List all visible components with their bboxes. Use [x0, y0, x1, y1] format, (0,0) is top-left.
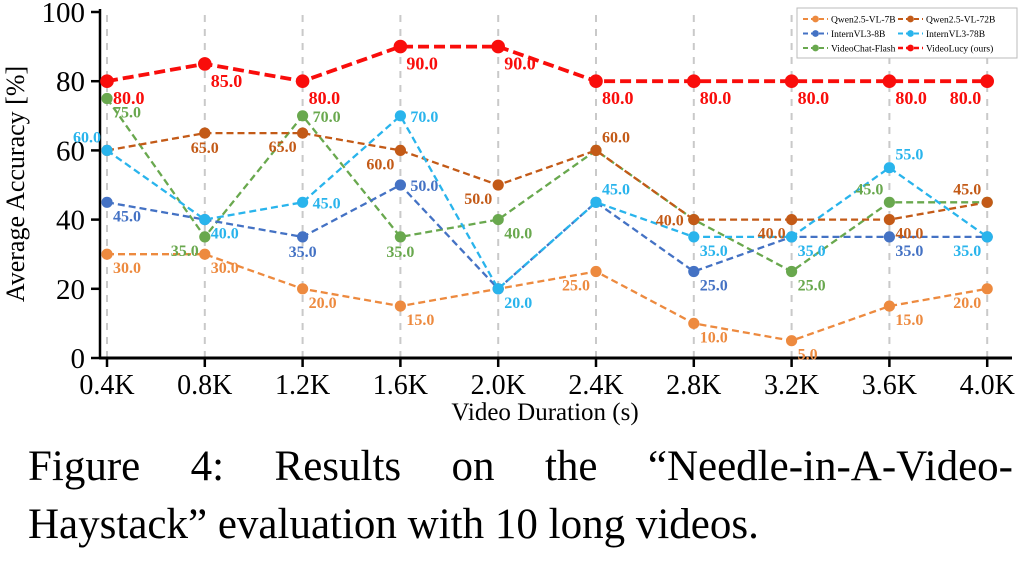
- legend-item-internvl3-78b: InternVL3-78B: [898, 30, 985, 40]
- data-labels: 75.035.070.035.040.025.045.030.0 30.020.0…: [73, 54, 981, 364]
- svg-text:35.0: 35.0: [700, 243, 728, 260]
- y-axis-title: Average Accuracy [%]: [1, 66, 30, 302]
- svg-text:40.0: 40.0: [895, 226, 923, 243]
- svg-text:2.8K: 2.8K: [666, 370, 721, 401]
- series-qwen2-5-vl-72b: [101, 127, 993, 226]
- series-qwen2-5-vl-7b: [101, 248, 993, 347]
- svg-text:100: 100: [42, 0, 86, 29]
- svg-text:45.0: 45.0: [855, 181, 883, 198]
- svg-text:5.0: 5.0: [798, 347, 818, 364]
- series-internvl3-78b: [101, 110, 993, 295]
- svg-text:0.4K: 0.4K: [79, 370, 134, 401]
- svg-text:50.0: 50.0: [464, 191, 492, 208]
- svg-text:10.0: 10.0: [700, 329, 728, 346]
- svg-text:55.0: 55.0: [895, 147, 923, 164]
- series-videolucy-ours-: [100, 39, 994, 88]
- svg-text:2.0K: 2.0K: [471, 370, 526, 401]
- svg-text:80.0: 80.0: [309, 88, 341, 108]
- svg-text:35.0: 35.0: [895, 243, 923, 260]
- figure-chart: 0 20 40 60 80 100 Average Accuracy [%] 0.4K 0.8K…: [1, 0, 1018, 426]
- svg-text:80.0: 80.0: [798, 88, 830, 108]
- svg-text:40.0: 40.0: [211, 226, 239, 243]
- legend-item-videochat-flash: VideoChat-Flash: [803, 45, 896, 55]
- legend-item-qwen2-5-vl-72b: Qwen2.5-VL-72B: [898, 16, 995, 26]
- svg-text:90.0: 90.0: [504, 54, 536, 74]
- svg-text:0.8K: 0.8K: [177, 370, 232, 401]
- svg-text:60: 60: [56, 135, 85, 167]
- svg-text:35.0: 35.0: [953, 243, 981, 260]
- caption-line-2: Haystack” evaluation with 10 long videos…: [28, 501, 759, 548]
- svg-text:3.6K: 3.6K: [862, 370, 917, 401]
- svg-text:Qwen2.5-VL-7B: Qwen2.5-VL-7B: [831, 16, 896, 26]
- caption-line-1: Figure 4: Results on the “Needle-in-A-Vi…: [28, 443, 1013, 490]
- svg-text:80.0: 80.0: [700, 88, 732, 108]
- svg-text:1.2K: 1.2K: [275, 370, 330, 401]
- svg-text:40.0: 40.0: [656, 213, 684, 230]
- figure-caption: Figure 4: Results on the “Needle-in-A-Vi…: [28, 438, 1013, 554]
- svg-text:3.2K: 3.2K: [764, 370, 819, 401]
- svg-text:80.0: 80.0: [602, 88, 634, 108]
- svg-text:45.0: 45.0: [602, 181, 630, 198]
- x-axis-title: Video Duration (s): [451, 399, 638, 426]
- svg-text:30.0: 30.0: [211, 260, 239, 277]
- svg-text:60.0: 60.0: [366, 156, 394, 173]
- svg-text:45.0: 45.0: [313, 195, 341, 212]
- svg-text:45.0: 45.0: [953, 181, 981, 198]
- svg-text:Qwen2.5-VL-72B: Qwen2.5-VL-72B: [926, 16, 995, 26]
- svg-text:15.0: 15.0: [406, 312, 434, 329]
- svg-text:80.0: 80.0: [113, 88, 145, 108]
- svg-text:30.0: 30.0: [113, 260, 141, 277]
- svg-text:70.0: 70.0: [313, 109, 341, 126]
- svg-text:15.0: 15.0: [895, 312, 923, 329]
- svg-text:4.0K: 4.0K: [960, 370, 1015, 401]
- svg-text:35.0: 35.0: [798, 243, 826, 260]
- svg-text:85.0: 85.0: [211, 71, 243, 91]
- svg-text:35.0: 35.0: [386, 244, 414, 261]
- svg-text:80: 80: [56, 66, 85, 98]
- svg-text:2.4K: 2.4K: [568, 370, 623, 401]
- svg-text:65.0: 65.0: [191, 140, 219, 157]
- svg-text:25.0: 25.0: [700, 278, 728, 295]
- svg-text:80.0: 80.0: [895, 88, 927, 108]
- svg-text:InternVL3-8B: InternVL3-8B: [831, 30, 885, 40]
- line-chart-svg: 0 20 40 60 80 100 Average Accuracy [%] 0.4K 0.8K…: [1, 0, 1018, 426]
- svg-text:35.0: 35.0: [289, 244, 317, 261]
- svg-text:80.0: 80.0: [950, 88, 982, 108]
- svg-text:70.0: 70.0: [410, 109, 438, 126]
- svg-text:VideoChat-Flash: VideoChat-Flash: [831, 45, 896, 55]
- svg-text:25.0: 25.0: [562, 278, 590, 295]
- svg-text:0: 0: [71, 343, 86, 375]
- svg-text:20.0: 20.0: [504, 295, 532, 312]
- svg-text:60.0: 60.0: [602, 129, 630, 146]
- axes: [98, 9, 1012, 360]
- svg-text:20.0: 20.0: [309, 295, 337, 312]
- svg-text:45.0: 45.0: [113, 208, 141, 225]
- y-axis: 0 20 40 60 80 100 Average Accuracy [%]: [1, 0, 100, 375]
- svg-text:VideoLucy (ours): VideoLucy (ours): [926, 44, 993, 55]
- svg-text:50.0: 50.0: [410, 178, 438, 195]
- svg-text:20: 20: [56, 274, 85, 306]
- legend-item-qwen2-5-vl-7b: Qwen2.5-VL-7B: [803, 16, 896, 26]
- svg-text:75.0: 75.0: [113, 105, 141, 122]
- svg-text:40: 40: [56, 205, 85, 237]
- legend-item-videolucy-ours-: VideoLucy (ours): [898, 44, 993, 55]
- svg-text:40.0: 40.0: [758, 226, 786, 243]
- svg-text:25.0: 25.0: [798, 278, 826, 295]
- svg-text:40.0: 40.0: [504, 226, 532, 243]
- legend: Qwen2.5-VL-7B Qwen2.5-VL-72B InternVL3-8B I…: [796, 7, 1018, 59]
- x-axis: 0.4K 0.8K 1.2K 1.6K 2.0K 2.4K 2.8K 3.2K 3.6K 4.0K…: [79, 358, 1015, 426]
- svg-text:1.6K: 1.6K: [373, 370, 428, 401]
- svg-text:20.0: 20.0: [953, 295, 981, 312]
- svg-text:35.0: 35.0: [171, 243, 199, 260]
- legend-item-internvl3-8b: InternVL3-8B: [803, 30, 885, 40]
- svg-text:90.0: 90.0: [406, 54, 438, 74]
- svg-text:InternVL3-78B: InternVL3-78B: [926, 30, 985, 40]
- svg-text:65.0: 65.0: [269, 139, 297, 156]
- svg-text:60.0: 60.0: [73, 129, 101, 146]
